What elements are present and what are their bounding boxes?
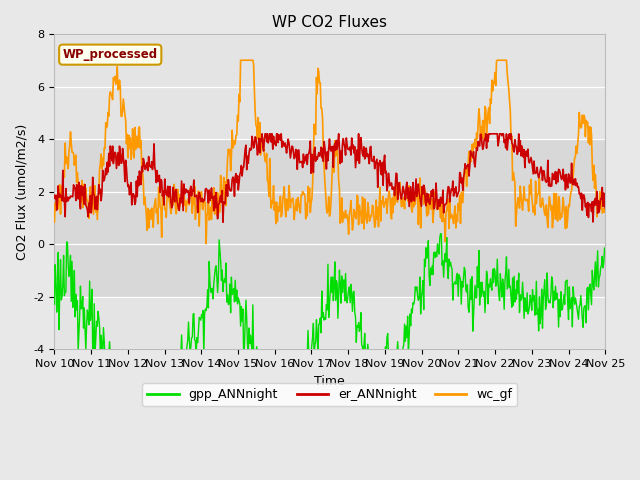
Bar xyxy=(54,139,605,297)
Legend: gpp_ANNnight, er_ANNnight, wc_gf: gpp_ANNnight, er_ANNnight, wc_gf xyxy=(142,383,517,406)
X-axis label: Time: Time xyxy=(314,374,345,388)
Y-axis label: CO2 Flux (umol/m2/s): CO2 Flux (umol/m2/s) xyxy=(15,123,28,260)
Text: WP_processed: WP_processed xyxy=(63,48,158,61)
Title: WP CO2 Fluxes: WP CO2 Fluxes xyxy=(273,15,387,30)
Bar xyxy=(54,34,605,349)
